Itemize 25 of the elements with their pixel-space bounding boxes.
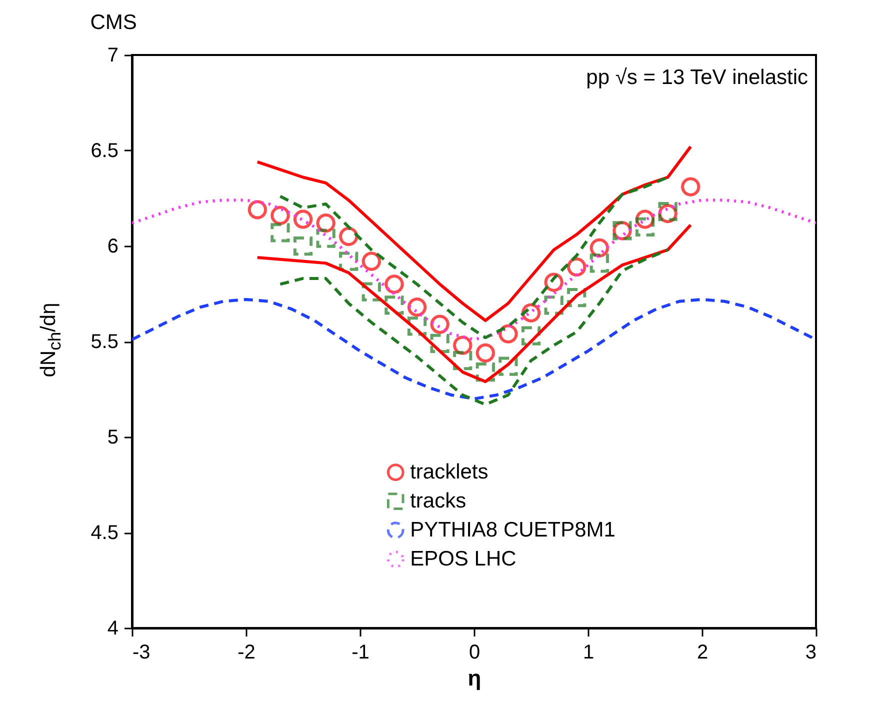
line-series	[256, 223, 692, 384]
x-tick-label: 0	[468, 642, 480, 664]
x-tick-label: -3	[132, 642, 150, 664]
legend-label: tracks	[410, 489, 466, 512]
x-tick-label: 1	[582, 642, 594, 664]
x-tick-label: -2	[238, 642, 256, 664]
x-tick-label: 3	[805, 642, 816, 664]
y-tick-label: 4.5	[90, 522, 118, 544]
y-tick-label: 7	[107, 44, 118, 66]
x-axis-title: η	[468, 666, 482, 690]
legend-label: PYTHIA8 CUETP8M1	[410, 518, 616, 542]
y-tick-label: 5.5	[90, 331, 118, 353]
legend-label: EPOS LHC	[410, 547, 516, 570]
y-tick-label: 6	[107, 236, 118, 258]
y-tick-label: 5	[107, 426, 118, 448]
x-tick-label: 2	[696, 642, 708, 664]
y-tick-label: 6.5	[90, 140, 118, 162]
annotation: pp √s = 13 TeV inelastic	[586, 66, 808, 89]
x-tick-label: -1	[352, 642, 370, 664]
y-tick-label: 4	[107, 618, 118, 640]
line-series	[278, 248, 670, 406]
line-series	[132, 198, 816, 342]
line-series	[256, 145, 692, 322]
legend-label: tracklets	[410, 460, 488, 484]
chart-title: CMS	[90, 11, 137, 34]
